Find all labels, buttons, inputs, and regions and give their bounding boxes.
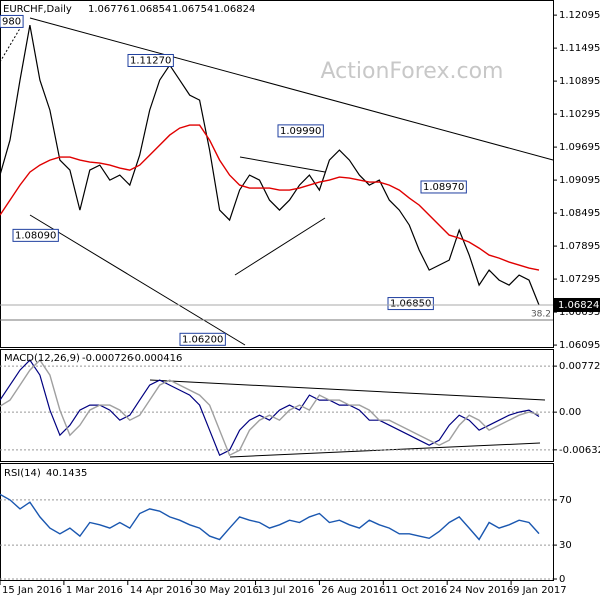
x-tick-label: 1 Mar 2016 — [66, 585, 123, 596]
annotation-box — [387, 297, 434, 311]
indicator-value: 40.1435 — [46, 468, 87, 479]
y-tick-label: 30 — [559, 540, 572, 551]
trend-line — [0, 24, 23, 63]
series-line — [0, 359, 540, 457]
price-annotation: 980 — [2, 16, 21, 27]
y-tick-label: 1.06095 — [559, 340, 600, 351]
series-line — [0, 124, 540, 271]
price-tag — [554, 297, 600, 312]
trend-line — [29, 214, 246, 346]
panel-title: RSI(14) — [4, 468, 41, 479]
watermark: ActionForex.com — [321, 59, 504, 84]
panel-title: MACD(12,26,9) — [4, 353, 80, 364]
trend-line — [149, 379, 546, 401]
x-tick-label: 30 May 2016 — [194, 585, 259, 596]
y-tick-label: 70 — [559, 495, 572, 506]
x-tick-label: 13 Jul 2016 — [258, 585, 315, 596]
annotation-box — [0, 14, 24, 28]
y-tick-label: 1.08495 — [559, 208, 600, 219]
y-tick-label: 1.10295 — [559, 109, 600, 120]
y-tick-label: 1.10895 — [559, 76, 600, 87]
x-tick-label: 15 Jan 2016 — [2, 585, 62, 596]
price-annotation: 1.08090 — [15, 230, 56, 241]
price-annotation: 1.09990 — [280, 126, 321, 137]
x-tick-label: 26 Aug 2016 — [321, 585, 385, 596]
x-tick-label: 14 Apr 2016 — [130, 585, 192, 596]
fib-label: 38.2 — [531, 310, 551, 320]
quote-value: 1.06754 — [172, 4, 213, 15]
annotation-box — [179, 332, 226, 346]
price-annotation: 1.08970 — [423, 182, 464, 193]
y-tick-label: 0.007726 — [559, 361, 600, 372]
price-annotation: 1.06200 — [182, 334, 223, 345]
series-line — [0, 359, 540, 457]
trend-line — [239, 156, 326, 173]
y-tick-label: 0.00 — [559, 407, 581, 418]
trend-line — [234, 217, 326, 276]
y-tick-label: 1.07295 — [559, 274, 600, 285]
quote-value: 1.06854 — [130, 4, 171, 15]
trend-line — [29, 17, 554, 161]
price-annotation: 1.11270 — [130, 55, 171, 66]
annotation-box — [277, 124, 324, 138]
x-tick-label: 24 Nov 2016 — [449, 585, 513, 596]
indicator-value: -0.000726 — [82, 353, 133, 364]
price-tag-label: 1.06824 — [558, 300, 599, 311]
quote-value: 1.06776 — [88, 4, 129, 15]
y-tick-label: 1.06695 — [559, 307, 600, 318]
indicator-value: -0.000416 — [131, 353, 182, 364]
panel-title: EURCHF,Daily — [3, 4, 72, 15]
y-tick-label: 0 — [559, 574, 565, 585]
y-tick-label: 1.07895 — [559, 241, 600, 252]
annotation-box — [420, 180, 467, 194]
series-line — [0, 493, 540, 541]
rsi-panel — [0, 463, 554, 581]
price-annotation: 1.06850 — [390, 299, 431, 310]
x-tick-label: 9 Jan 2017 — [513, 585, 567, 596]
series-line — [0, 24, 540, 306]
annotation-box — [12, 228, 59, 242]
y-tick-label: 1.12095 — [559, 10, 600, 21]
quote-value: 1.06824 — [214, 4, 255, 15]
y-tick-label: 1.09695 — [559, 142, 600, 153]
x-tick-label: 11 Oct 2016 — [385, 585, 447, 596]
annotation-box — [127, 53, 174, 67]
y-tick-label: 1.11495 — [559, 43, 600, 54]
y-tick-label: -0.006327 — [559, 445, 600, 456]
y-tick-label: 1.09095 — [559, 175, 600, 186]
